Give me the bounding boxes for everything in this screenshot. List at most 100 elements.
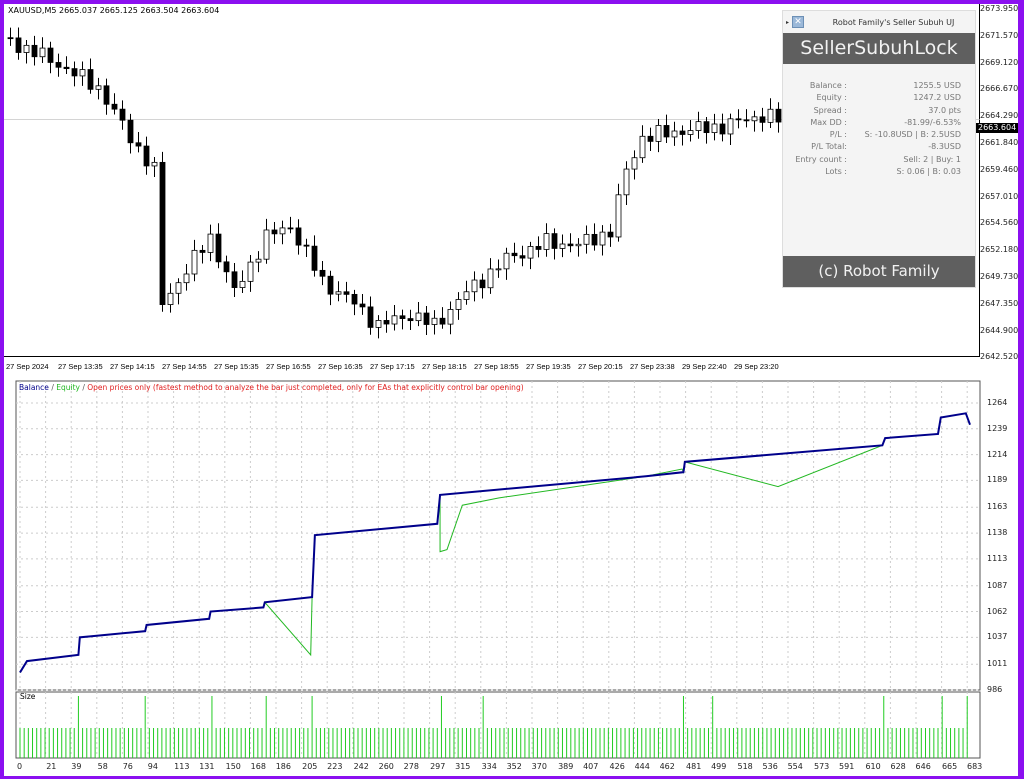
stat-value: -8.3USD	[928, 142, 961, 152]
candle-body	[247, 261, 254, 282]
x-tick: 444	[634, 762, 650, 771]
candle-body	[167, 292, 174, 305]
candle-body	[495, 268, 502, 271]
x-tick: 260	[378, 762, 394, 771]
legend-equity: Equity	[56, 383, 80, 392]
candle-body	[591, 233, 598, 246]
y-tick: 1239	[987, 423, 1008, 433]
candle-body	[423, 312, 430, 325]
candle-body	[711, 123, 718, 134]
candle-body	[439, 317, 446, 325]
candle-body	[567, 243, 574, 247]
time-tick: 27 Sep 18:55	[474, 362, 519, 371]
stat-value: Sell: 2 | Buy: 1	[903, 154, 961, 164]
candle-body	[311, 245, 318, 271]
stat-label: Spread :	[813, 105, 847, 115]
x-tick: 334	[481, 762, 497, 771]
panel-footer: (c) Robot Family	[783, 256, 975, 287]
x-tick: 407	[583, 762, 599, 771]
legend-model: Open prices only (fastest method to anal…	[87, 383, 524, 392]
x-tick: 518	[737, 762, 753, 771]
x-tick: 58	[97, 762, 108, 771]
equity-line	[19, 412, 971, 673]
candle-body	[631, 157, 638, 170]
candle-body	[303, 244, 310, 247]
time-tick: 27 Sep 14:15	[110, 362, 155, 371]
x-tick: 315	[455, 762, 471, 771]
price-tick: 2673.950	[980, 4, 1019, 13]
x-tick: 223	[327, 762, 343, 771]
stat-row: Spread : 37.0 pts	[783, 105, 975, 117]
x-tick: 499	[711, 762, 727, 771]
candle-body	[215, 233, 222, 263]
stat-value: S: 0.06 | B: 0.03	[896, 167, 961, 177]
candle-body	[759, 116, 766, 123]
x-tick: 665	[941, 762, 958, 771]
x-tick: 205	[302, 762, 318, 771]
current-price-label: 2663.604	[976, 123, 1019, 133]
candle-body	[359, 303, 366, 308]
candle-body	[399, 315, 406, 319]
x-tick: 186	[275, 762, 291, 771]
candle-body	[79, 69, 86, 77]
stat-row: Lots : S: 0.06 | B: 0.03	[783, 166, 975, 178]
x-tick: 554	[787, 762, 803, 771]
time-tick: 27 Sep 14:55	[162, 362, 207, 371]
x-tick: 573	[813, 762, 830, 771]
time-tick: 27 Sep 23:38	[630, 362, 675, 371]
x-tick: 426	[609, 762, 625, 771]
x-tick: 462	[659, 762, 675, 771]
time-tick: 27 Sep 16:55	[266, 362, 311, 371]
candle-body	[191, 249, 198, 275]
x-tick: 278	[403, 762, 419, 771]
stats-list: Balance : 1255.5 USD Equity : 1247.2 USD Spr…	[783, 80, 975, 178]
candle-body	[295, 227, 302, 246]
symbol-ohlc-label: XAUUSD,M5 2665.037 2665.125 2663.504 266…	[8, 6, 220, 15]
candle-body	[127, 119, 134, 144]
x-tick: 591	[839, 762, 855, 771]
stat-label: P/L :	[829, 130, 847, 140]
candle-body	[383, 320, 390, 325]
candle-body	[455, 299, 462, 310]
price-tick: 2659.460	[980, 164, 1019, 174]
expand-arrow-icon[interactable]: ▸	[786, 18, 790, 26]
candle-body	[111, 103, 118, 110]
time-tick: 27 Sep 16:35	[318, 362, 363, 371]
price-tick: 2669.120	[980, 57, 1019, 67]
y-tick: 1264	[987, 398, 1008, 407]
candle-body	[663, 125, 670, 138]
y-tick: 1214	[987, 449, 1008, 459]
candlestick-canvas	[4, 4, 980, 357]
candle-body	[287, 227, 294, 230]
time-axis: 27 Sep 2024 27 Sep 13:35 27 Sep 14:15 27 Se…	[4, 360, 784, 372]
stat-row: Entry count : Sell: 2 | Buy: 1	[783, 154, 975, 166]
price-tick: 2657.010	[980, 191, 1019, 201]
stat-value: 1255.5 USD	[913, 81, 961, 90]
price-axis-line	[979, 4, 980, 357]
candle-body	[463, 291, 470, 300]
price-tick: 2642.520	[980, 352, 1019, 362]
candle-body	[327, 275, 334, 295]
candle-body	[719, 123, 726, 135]
candle-body	[87, 69, 94, 90]
price-tick: 2654.560	[980, 218, 1019, 228]
graph-frame	[15, 380, 981, 691]
x-tick: 370	[531, 762, 547, 771]
stat-label: Balance :	[809, 81, 847, 90]
candle-body	[95, 85, 102, 90]
candle-body	[183, 273, 190, 284]
price-tick: 2649.730	[980, 272, 1019, 281]
x-tick: 131	[199, 762, 215, 771]
price-tick: 2644.900	[980, 325, 1019, 335]
candle-body	[271, 229, 278, 235]
y-tick: 1189	[987, 475, 1008, 485]
candle-body	[15, 37, 22, 53]
candle-body	[375, 320, 382, 328]
stat-value: -81.99/-6.53%	[904, 117, 961, 127]
price-tick: 2647.350	[980, 298, 1019, 308]
price-tick: 2661.840	[980, 138, 1019, 147]
x-tick: 297	[430, 762, 446, 771]
size-label: Size	[20, 692, 36, 701]
close-icon[interactable]: ✕	[792, 16, 805, 28]
time-tick: 27 Sep 20:15	[578, 362, 623, 371]
